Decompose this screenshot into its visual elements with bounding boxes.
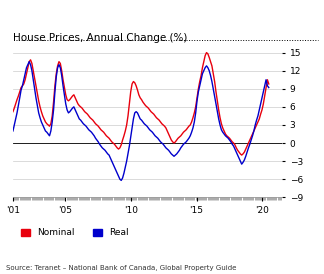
Text: Source: Teranet – National Bank of Canada, Global Property Guide: Source: Teranet – National Bank of Canad… — [6, 265, 237, 271]
Text: House Prices, Annual Change (%): House Prices, Annual Change (%) — [13, 33, 187, 43]
Legend: Nominal, Real: Nominal, Real — [17, 225, 133, 241]
